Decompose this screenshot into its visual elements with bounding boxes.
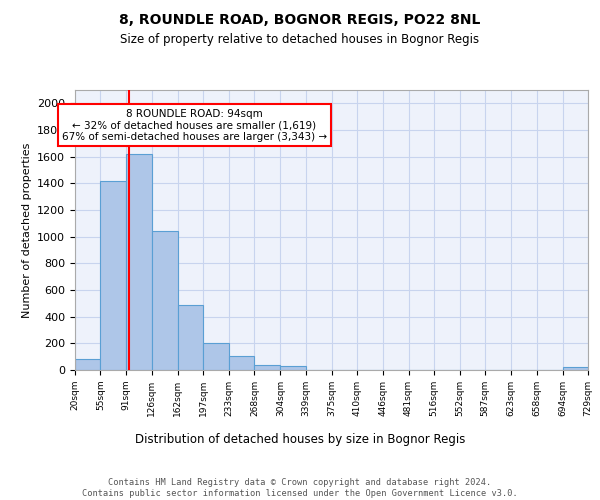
Bar [100,180,127,370]
Text: Distribution of detached houses by size in Bognor Regis: Distribution of detached houses by size … [135,432,465,446]
Y-axis label: Number of detached properties: Number of detached properties [22,142,32,318]
Bar [203,344,229,370]
Bar [280,366,306,370]
Bar [75,360,100,370]
Bar [229,356,254,370]
Text: 8 ROUNDLE ROAD: 94sqm
← 32% of detached houses are smaller (1,619)
67% of semi-d: 8 ROUNDLE ROAD: 94sqm ← 32% of detached … [62,108,327,142]
Text: Contains HM Land Registry data © Crown copyright and database right 2024.
Contai: Contains HM Land Registry data © Crown c… [82,478,518,498]
Bar [563,368,588,370]
Text: 8, ROUNDLE ROAD, BOGNOR REGIS, PO22 8NL: 8, ROUNDLE ROAD, BOGNOR REGIS, PO22 8NL [119,12,481,26]
Bar [127,154,152,370]
Bar [178,304,203,370]
Bar [152,230,178,370]
Bar [254,366,280,370]
Text: Size of property relative to detached houses in Bognor Regis: Size of property relative to detached ho… [121,32,479,46]
